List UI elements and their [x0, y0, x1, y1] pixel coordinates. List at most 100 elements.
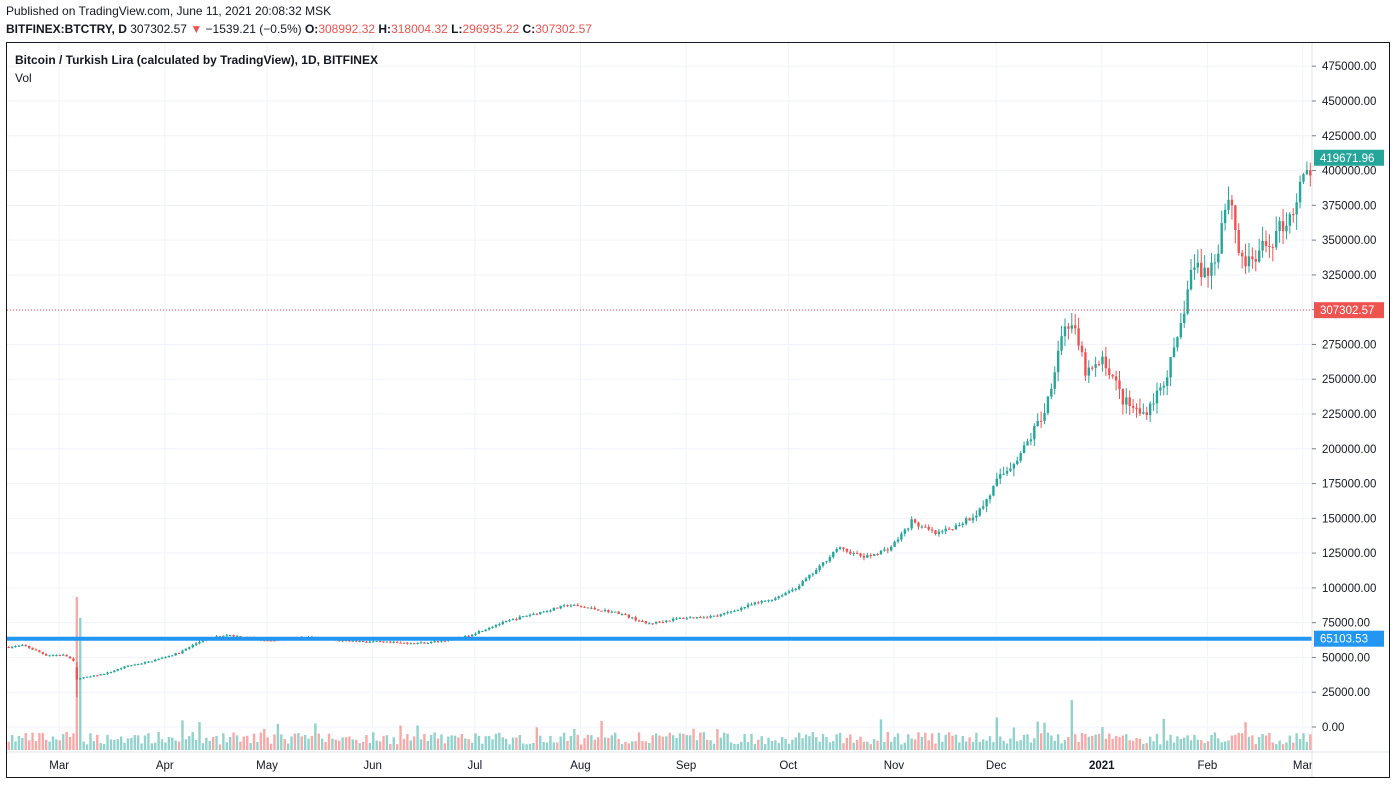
candle-body	[1084, 352, 1087, 376]
volume-bar	[331, 738, 334, 750]
candle-body	[763, 600, 767, 602]
volume-bar	[92, 741, 96, 750]
volume-bar	[109, 739, 113, 750]
candle-body	[1016, 460, 1019, 465]
volume-bar	[869, 744, 872, 750]
candle	[542, 610, 545, 613]
candle-body	[1029, 439, 1033, 442]
candle-body	[470, 634, 474, 637]
volume-bar	[62, 734, 65, 750]
volume-bar	[518, 734, 521, 750]
chart-title: Bitcoin / Turkish Lira (calculated by Tr…	[15, 53, 378, 67]
volume-bar	[1142, 743, 1145, 750]
candle	[31, 647, 34, 650]
candle-body	[552, 607, 556, 611]
volume-bar	[460, 733, 464, 750]
candle-body	[729, 611, 733, 613]
candle	[610, 610, 613, 614]
candle	[1264, 230, 1268, 253]
candle	[154, 658, 157, 662]
candle	[688, 615, 692, 619]
candle-body	[804, 578, 808, 582]
candle	[75, 661, 79, 698]
candle-body	[668, 620, 671, 622]
candle-body	[1223, 209, 1227, 224]
volume-bar	[1084, 733, 1087, 750]
volume-bar	[348, 736, 351, 750]
volume-bar	[58, 740, 62, 750]
candle-body	[65, 654, 68, 657]
volume-bar	[1288, 735, 1292, 750]
candle-body	[188, 647, 191, 649]
chart-frame[interactable]	[6, 42, 1390, 778]
candle	[1053, 366, 1056, 395]
candle	[750, 602, 753, 606]
volume-bar	[511, 737, 515, 750]
price-change: −1539.21 (−0.5%)	[205, 22, 302, 36]
price-label-text: 419671.96	[1320, 153, 1374, 165]
candle-body	[985, 499, 988, 507]
candle	[818, 563, 821, 573]
candle-body	[34, 649, 38, 651]
volume-bar	[1012, 727, 1016, 750]
volume-bar	[743, 733, 746, 750]
candle-body	[1125, 397, 1128, 405]
volume-bar	[913, 739, 917, 750]
volume-bar	[573, 729, 576, 750]
last-price: 307302.57	[130, 22, 187, 36]
volume-bar	[593, 739, 596, 750]
volume-bar	[930, 733, 934, 750]
volume-bar	[815, 737, 818, 750]
candle	[130, 665, 133, 667]
candle-body	[982, 506, 985, 509]
candle	[382, 641, 385, 643]
volume-bar	[474, 733, 477, 750]
candle	[883, 546, 886, 552]
candle	[225, 633, 228, 637]
candle-body	[675, 618, 678, 620]
candle	[436, 641, 440, 644]
volume-bar	[382, 735, 385, 750]
candle-body	[1186, 289, 1189, 314]
volume-bar	[515, 737, 518, 750]
volume-bar	[620, 743, 624, 750]
volume-bar	[917, 732, 920, 750]
volume-bar	[378, 741, 382, 750]
volume-bar	[133, 735, 136, 750]
x-tick-label: Oct	[779, 760, 798, 772]
volume-bar	[191, 732, 194, 750]
volume-bar	[24, 733, 27, 750]
volume-bar	[256, 742, 259, 750]
candle	[409, 642, 412, 645]
candle-body	[583, 606, 586, 608]
volume-bar	[1009, 738, 1012, 750]
candle	[1179, 313, 1183, 340]
volume-bar	[1275, 744, 1278, 750]
candle	[944, 525, 947, 534]
candle	[596, 609, 600, 611]
candle-body	[477, 631, 481, 634]
candle	[515, 617, 518, 621]
candle-body	[774, 598, 777, 600]
volume-bar	[750, 733, 753, 750]
candle	[947, 526, 951, 530]
volume-bar	[1108, 733, 1111, 750]
candle	[1125, 388, 1128, 414]
candle-body	[1039, 420, 1043, 422]
candle-body	[573, 604, 576, 606]
volume-bar	[661, 736, 665, 750]
volume-bar	[477, 735, 481, 750]
candle-body	[924, 526, 927, 528]
candle	[406, 641, 409, 645]
candle-body	[378, 641, 382, 643]
candle	[1305, 161, 1309, 176]
candle-body	[801, 581, 804, 586]
volume-bar	[177, 741, 181, 750]
volume-bar	[1033, 738, 1036, 750]
volume-bar	[263, 728, 266, 750]
candle	[685, 616, 688, 621]
candle	[569, 603, 573, 608]
volume-bar	[208, 741, 211, 750]
candle	[504, 620, 508, 623]
